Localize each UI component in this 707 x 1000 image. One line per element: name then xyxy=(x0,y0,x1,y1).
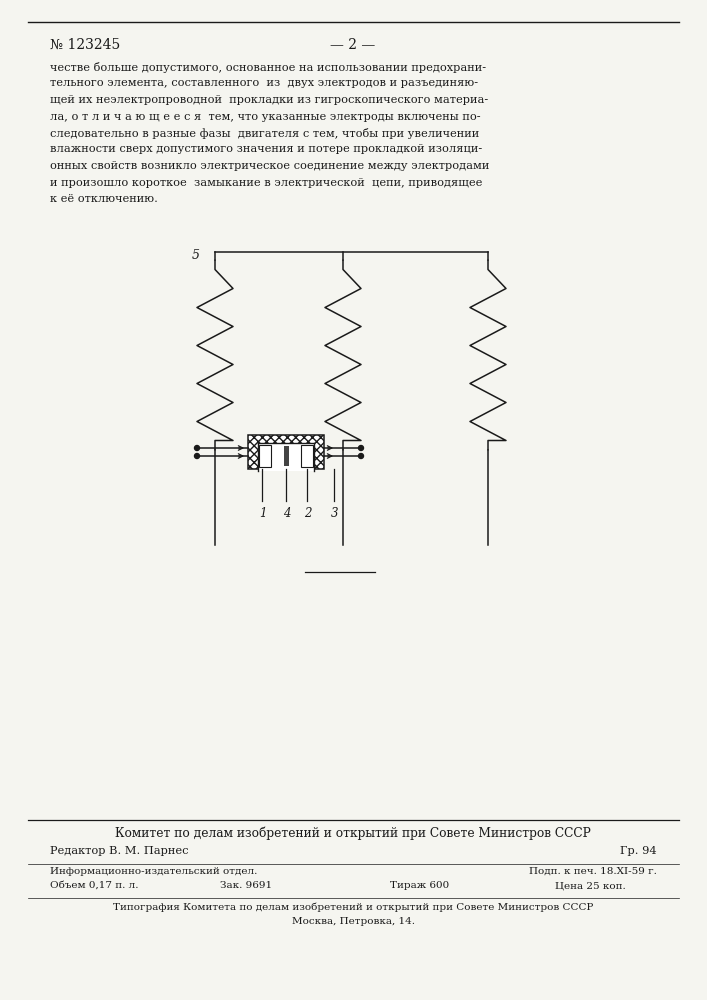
Circle shape xyxy=(194,446,199,450)
Circle shape xyxy=(358,446,363,450)
Text: Типография Комитета по делам изобретений и открытий при Совете Министров СССР: Типография Комитета по делам изобретений… xyxy=(113,903,593,912)
Text: Подп. к печ. 18.ХІ-59 г.: Подп. к печ. 18.ХІ-59 г. xyxy=(529,867,657,876)
Text: следовательно в разные фазы  двигателя с тем, чтобы при увеличении: следовательно в разные фазы двигателя с … xyxy=(50,128,479,139)
Text: 5: 5 xyxy=(192,249,200,262)
Text: влажности сверх допустимого значения и потере прокладкой изоляци-: влажности сверх допустимого значения и п… xyxy=(50,144,482,154)
Text: и произошло короткое  замыкание в электрической  цепи, приводящее: и произошло короткое замыкание в электри… xyxy=(50,178,482,188)
Text: 4: 4 xyxy=(283,507,291,520)
Text: — 2 —: — 2 — xyxy=(330,38,375,52)
Text: 3: 3 xyxy=(331,507,339,520)
Text: честве больше допустимого, основанное на использовании предохрани-: честве больше допустимого, основанное на… xyxy=(50,62,486,73)
Circle shape xyxy=(358,454,363,458)
Text: Информационно-издательский отдел.: Информационно-издательский отдел. xyxy=(50,867,257,876)
Text: онных свойств возникло электрическое соединение между электродами: онных свойств возникло электрическое сое… xyxy=(50,161,489,171)
Text: Цена 25 коп.: Цена 25 коп. xyxy=(555,881,626,890)
Text: тельного элемента, составленного  из  двух электродов и разъединяю-: тельного элемента, составленного из двух… xyxy=(50,79,478,89)
Text: щей их неэлектропроводной  прокладки из гигроскопического материа-: щей их неэлектропроводной прокладки из г… xyxy=(50,95,489,105)
Bar xyxy=(258,443,314,471)
Bar xyxy=(248,435,324,469)
Bar xyxy=(284,446,288,466)
Text: к её отключению.: к её отключению. xyxy=(50,194,158,204)
Text: Москва, Петровка, 14.: Москва, Петровка, 14. xyxy=(291,917,414,926)
Text: Объем 0,17 п. л.: Объем 0,17 п. л. xyxy=(50,881,139,890)
Text: Гр. 94: Гр. 94 xyxy=(620,846,657,856)
Text: 2: 2 xyxy=(304,507,312,520)
Text: ла, о т л и ч а ю щ е е с я  тем, что указанные электроды включены по-: ла, о т л и ч а ю щ е е с я тем, что ука… xyxy=(50,111,481,121)
Circle shape xyxy=(194,454,199,458)
Text: Зак. 9691: Зак. 9691 xyxy=(220,881,272,890)
Bar xyxy=(301,445,313,467)
Bar xyxy=(259,445,271,467)
Text: 1: 1 xyxy=(259,507,267,520)
Text: Редактор В. М. Парнес: Редактор В. М. Парнес xyxy=(50,846,189,856)
Text: № 123245: № 123245 xyxy=(50,38,120,52)
Text: Комитет по делам изобретений и открытий при Совете Министров СССР: Комитет по делам изобретений и открытий … xyxy=(115,827,591,840)
Text: Тираж 600: Тираж 600 xyxy=(390,881,449,890)
